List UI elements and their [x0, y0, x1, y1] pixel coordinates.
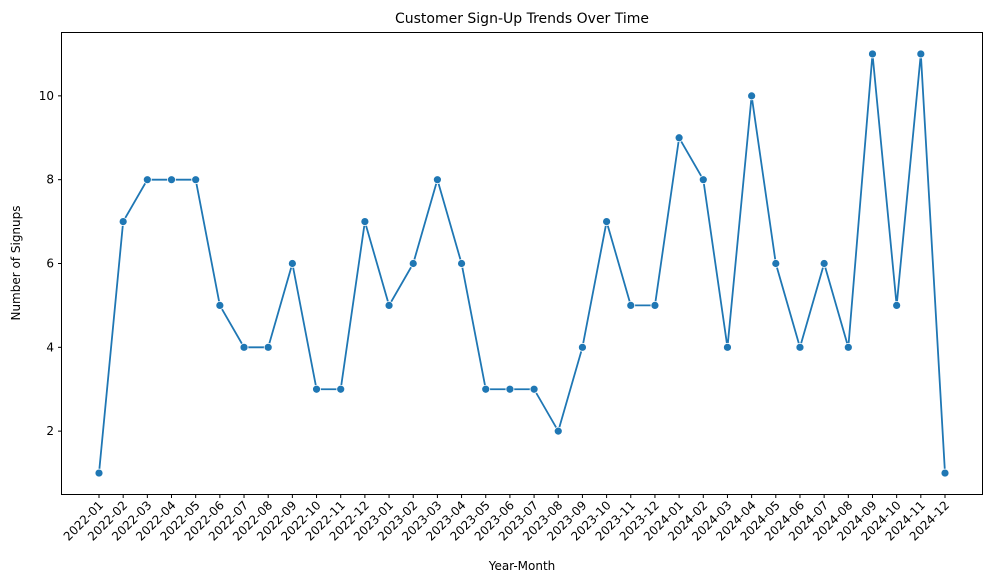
- data-point: [167, 175, 176, 185]
- data-point: [481, 384, 491, 394]
- data-point: [868, 49, 877, 59]
- data-point: [287, 259, 297, 268]
- y-tick-label: 4: [46, 340, 54, 354]
- y-axis-label: Number of Signups: [9, 205, 23, 320]
- data-point: [578, 342, 587, 352]
- data-point: [747, 91, 757, 101]
- data-point: [118, 217, 128, 226]
- data-point: [360, 217, 370, 226]
- data-point: [529, 384, 539, 394]
- data-point: [408, 259, 418, 268]
- data-point: [215, 301, 225, 310]
- series-line: [98, 53, 946, 474]
- data-point: [723, 342, 732, 352]
- data-point: [505, 384, 515, 394]
- data-point: [384, 301, 394, 310]
- data-point: [626, 301, 636, 310]
- data-point: [432, 175, 442, 185]
- y-tick-label: 2: [46, 424, 54, 438]
- data-point: [191, 175, 201, 185]
- y-tick-label: 6: [46, 257, 54, 271]
- plot-area: [61, 32, 983, 495]
- x-axis: 2022-012022-022022-032022-042022-052022-…: [61, 494, 952, 544]
- data-point: [94, 468, 104, 478]
- data-point: [263, 342, 273, 352]
- data-point: [771, 259, 781, 268]
- series-points: [94, 49, 950, 478]
- data-point: [553, 426, 563, 436]
- chart-title: Customer Sign-Up Trends Over Time: [395, 11, 649, 27]
- data-point: [650, 301, 660, 310]
- y-tick-label: 8: [46, 173, 54, 187]
- y-tick-label: 10: [39, 89, 54, 103]
- data-point: [698, 175, 708, 185]
- data-point: [239, 342, 249, 352]
- data-point: [892, 301, 902, 310]
- data-point: [457, 259, 466, 268]
- data-point: [312, 384, 321, 394]
- x-axis-label: Year-Month: [488, 559, 556, 573]
- data-point: [916, 49, 926, 59]
- data-point: [336, 384, 346, 394]
- y-axis: 2 4 6 8 10: [39, 89, 62, 438]
- data-point: [819, 259, 829, 268]
- data-point: [843, 342, 853, 352]
- data-point: [674, 133, 684, 143]
- data-point: [142, 175, 152, 185]
- data-point: [602, 217, 611, 226]
- data-point: [940, 468, 950, 478]
- data-point: [795, 342, 805, 352]
